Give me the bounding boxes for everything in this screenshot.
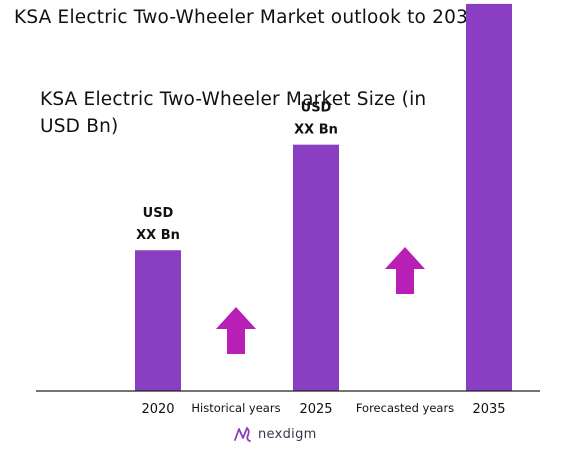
brand-name: nexdigm [258,426,317,442]
up-arrow-icon [385,247,425,294]
x-tick-2035: 2035 [472,402,505,417]
data-label-2020-value: XX Bn [136,228,180,243]
chart-title: KSA Electric Two-Wheeler Market Size (in… [40,89,427,137]
up-arrow-icon [216,307,256,354]
annotation-historical: Historical years [191,401,280,415]
bar-2020 [135,250,181,391]
data-label-2025-currency: USD [301,101,332,116]
bar-2025 [293,144,339,391]
annotation-forecasted: Forecasted years [356,401,454,415]
x-tick-2025: 2025 [299,402,332,417]
data-label-2025-value: XX Bn [294,123,338,138]
nexdigm-logo-icon [234,427,251,442]
bar-2035 [466,3,512,391]
x-tick-2020: 2020 [141,402,174,417]
brand-logo: nexdigm [233,425,317,443]
page-title: KSA Electric Two-Wheeler Market outlook … [14,7,481,28]
data-label-2020-currency: USD [143,206,174,221]
